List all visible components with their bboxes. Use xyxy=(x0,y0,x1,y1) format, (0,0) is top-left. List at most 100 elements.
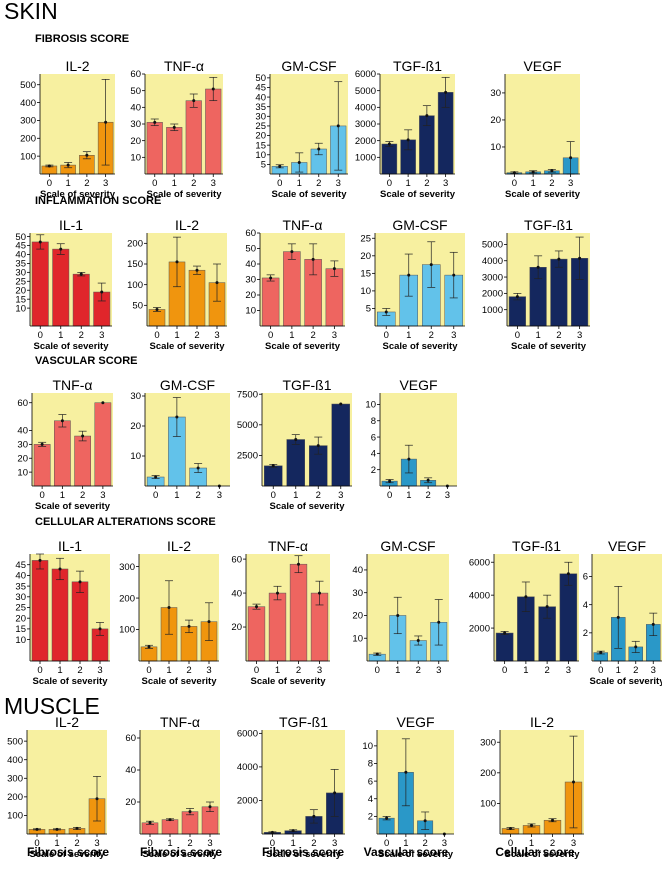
chart-panel: TNF-α 10 20 30 40 50 60 0 1 2 3 Scale of severity xyxy=(230,217,349,352)
x-tick-label: 0 xyxy=(387,490,392,501)
y-tick-label: 10 xyxy=(130,451,141,462)
bar xyxy=(495,632,514,662)
mean-point xyxy=(536,265,540,269)
x-tick-label: 1 xyxy=(289,330,294,341)
y-tick-label: 200 xyxy=(7,792,23,803)
muscle-bottom-label: Fibrosis score xyxy=(261,845,345,859)
bar xyxy=(74,435,91,487)
bar xyxy=(161,819,179,835)
x-tick-label: 2 xyxy=(74,838,79,849)
bar xyxy=(264,465,283,487)
chart-title: TGF-ß1 xyxy=(279,714,328,730)
y-tick-label: 2 xyxy=(368,812,373,823)
mean-point xyxy=(208,805,212,809)
y-tick-label: 8 xyxy=(371,416,376,427)
y-tick-label: 20 xyxy=(130,421,141,432)
bar xyxy=(508,296,526,327)
x-tick-label: 0 xyxy=(502,665,507,676)
bar xyxy=(54,420,71,487)
mean-point xyxy=(550,169,554,173)
bar xyxy=(148,309,166,327)
x-tick-label: 2 xyxy=(549,178,554,189)
x-axis-label: Scale of severity xyxy=(150,341,226,352)
x-tick-label: 2 xyxy=(195,490,200,501)
mean-point xyxy=(616,615,620,619)
muscle-title: MUSCLE xyxy=(4,693,100,719)
chart-panel: GM-CSF 10 20 30 40 0 1 2 3 xyxy=(345,538,453,677)
bar xyxy=(188,269,206,327)
x-tick-label: 2 xyxy=(191,178,196,189)
y-tick-label: 20 xyxy=(125,797,136,808)
y-tick-label: 2000 xyxy=(237,796,258,807)
y-tick-label: 100 xyxy=(480,799,496,810)
mean-point xyxy=(175,260,179,264)
vascular-section-label: VASCULAR SCORE xyxy=(35,355,138,367)
mean-point xyxy=(578,256,582,260)
x-tick-label: 2 xyxy=(84,178,89,189)
mean-point xyxy=(416,639,420,643)
mean-point xyxy=(95,797,99,801)
x-axis-label: Scale of severity xyxy=(142,676,218,687)
chart-panel: TGF-ß1 1000 2000 3000 4000 5000 0 1 2 3 Scale of s… xyxy=(470,217,594,352)
x-tick-label: 1 xyxy=(297,178,302,189)
mean-point xyxy=(167,606,171,609)
y-tick-label: 5000 xyxy=(237,420,258,431)
y-tick-label: 2 xyxy=(371,465,376,476)
x-tick-label: 3 xyxy=(217,490,222,501)
mean-point xyxy=(311,257,315,261)
y-tick-label: 10 xyxy=(15,303,26,314)
x-tick-label: 3 xyxy=(103,178,108,189)
x-tick-label: 1 xyxy=(530,178,535,189)
x-tick-label: 2 xyxy=(79,330,84,341)
chart-panel: TNF-α 10 20 30 40 50 60 0 1 2 3 Scale of severity xyxy=(120,58,227,200)
x-tick-label: 3 xyxy=(451,330,456,341)
x-tick-label: 1 xyxy=(174,490,179,501)
y-tick-label: 4000 xyxy=(355,103,376,114)
mean-point xyxy=(407,457,411,461)
bar xyxy=(51,568,69,662)
mean-point xyxy=(545,605,549,609)
x-axis-label: Scale of severity xyxy=(270,501,346,512)
mean-point xyxy=(81,434,85,438)
x-tick-label: 1 xyxy=(403,838,408,849)
mean-point xyxy=(40,442,44,446)
y-tick-label: 15 xyxy=(15,294,26,305)
y-tick-label: 100 xyxy=(7,811,23,822)
chart-panel: TNF-α 20 40 60 0 1 2 3 Scale of severity xyxy=(115,714,224,860)
chart-panel: IL-2 100 200 300 0 1 2 3 Scale of severity xyxy=(112,538,223,687)
mean-point xyxy=(38,240,42,244)
y-tick-label: 7500 xyxy=(237,389,258,400)
mean-point xyxy=(332,267,336,271)
skin-title: SKIN xyxy=(4,0,58,24)
y-tick-label: 6 xyxy=(371,432,376,443)
cellular-section-label: CELLULAR ALTERATIONS SCORE xyxy=(35,516,216,528)
mean-point xyxy=(316,444,320,448)
y-tick-label: 40 xyxy=(231,588,242,599)
y-tick-label: 10 xyxy=(245,306,256,317)
x-tick-label: 0 xyxy=(147,838,152,849)
y-tick-label: 50 xyxy=(255,73,266,84)
y-tick-label: 4000 xyxy=(237,762,258,773)
mean-point xyxy=(188,810,192,814)
y-tick-label: 40 xyxy=(130,103,141,114)
y-tick-label: 4000 xyxy=(469,590,490,601)
chart-svg: VEGF 2 4 6 8 10 0 1 2 3 xyxy=(365,377,457,501)
plot-background xyxy=(145,393,230,486)
mean-point xyxy=(599,651,603,655)
x-tick-label: 2 xyxy=(77,665,82,676)
y-tick-label: 500 xyxy=(7,736,23,747)
bar xyxy=(31,241,49,327)
mean-point xyxy=(154,475,158,479)
bar xyxy=(94,402,112,487)
x-axis-label: Scale of severity xyxy=(590,676,662,687)
x-tick-label: 2 xyxy=(633,665,638,676)
chart-title: TNF-α xyxy=(53,377,93,393)
x-tick-label: 3 xyxy=(445,490,450,501)
chart-panel: VEGF 2 4 6 8 10 0 1 2 3 xyxy=(362,377,461,502)
x-tick-label: 1 xyxy=(166,665,171,676)
mean-point xyxy=(512,171,516,175)
y-tick-label: 10 xyxy=(352,633,363,644)
